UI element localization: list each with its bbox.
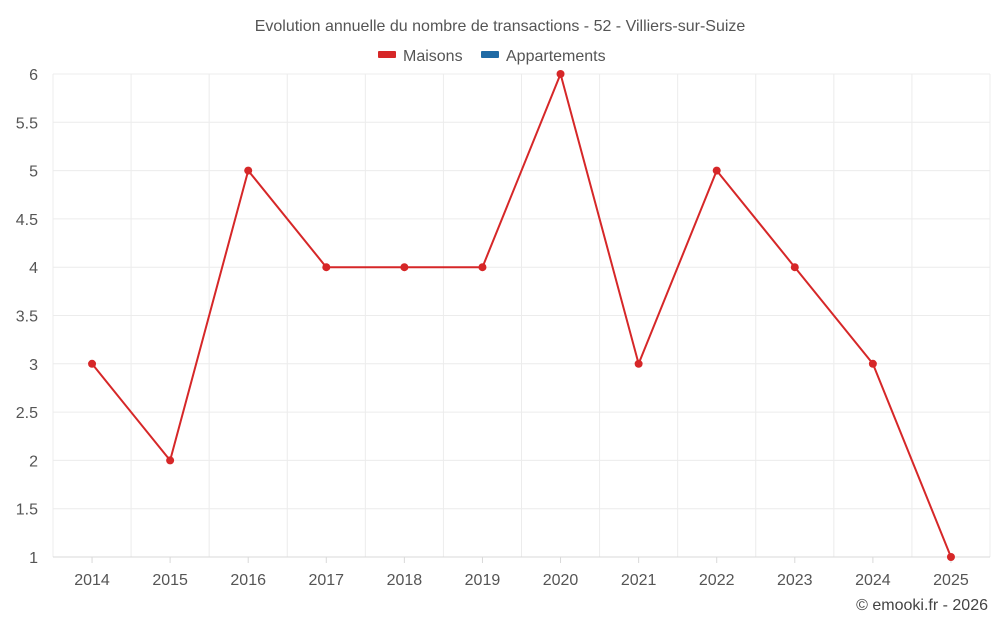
y-tick-label: 2	[29, 453, 38, 470]
y-tick-label: 1	[29, 550, 38, 567]
x-axis-tick-labels: 2014 2015 2016 2017 2018 2019 2020 2021 2022 2023…	[74, 557, 969, 589]
legend-label: Maisons	[403, 48, 463, 65]
data-point[interactable]	[790, 263, 799, 272]
x-tick-label: 2015	[152, 572, 188, 589]
series-line	[91, 73, 952, 558]
data-point[interactable]	[322, 263, 331, 272]
data-point[interactable]	[166, 456, 175, 465]
legend-swatch	[378, 51, 396, 58]
legend-swatch	[481, 51, 499, 58]
legend-label: Appartements	[506, 48, 606, 65]
y-tick-label: 4	[29, 260, 38, 277]
series-layer	[88, 70, 955, 561]
credit-text: © emooki.fr - 2026	[856, 597, 988, 614]
y-tick-label: 1.5	[16, 502, 38, 519]
x-tick-label: 2020	[543, 572, 579, 589]
x-tick-label: 2024	[855, 572, 891, 589]
data-point[interactable]	[634, 359, 643, 368]
data-point[interactable]	[946, 553, 955, 561]
data-point[interactable]	[244, 166, 253, 175]
y-tick-label: 3.5	[16, 309, 38, 326]
x-tick-label: 2023	[777, 572, 813, 589]
y-tick-label: 4.5	[16, 212, 38, 229]
data-point[interactable]	[712, 166, 721, 175]
legend-item-appartements[interactable]: Appartements	[481, 48, 606, 65]
data-point[interactable]	[88, 359, 97, 368]
y-tick-label: 6	[29, 67, 38, 84]
x-tick-label: 2019	[465, 572, 501, 589]
y-tick-label: 5.5	[16, 115, 38, 132]
x-tick-label: 2016	[230, 572, 266, 589]
data-point[interactable]	[868, 359, 877, 368]
x-tick-label: 2018	[387, 572, 423, 589]
y-tick-label: 2.5	[16, 405, 38, 422]
chart-title: Evolution annuelle du nombre de transact…	[255, 18, 746, 35]
data-point[interactable]	[400, 263, 409, 272]
x-tick-label: 2021	[621, 572, 657, 589]
legend-item-maisons[interactable]: Maisons	[378, 48, 463, 65]
x-tick-label: 2017	[308, 572, 344, 589]
legend: Maisons Appartements	[378, 48, 606, 65]
y-axis-tick-labels: 1 1.5 2 2.5 3 3.5 4 4.5 5 5.5 6	[16, 67, 38, 567]
data-point[interactable]	[478, 263, 487, 272]
series-maisons	[88, 70, 955, 561]
y-tick-label: 3	[29, 357, 38, 374]
x-tick-label: 2014	[74, 572, 110, 589]
x-tick-label: 2022	[699, 572, 735, 589]
x-tick-label: 2025	[933, 572, 969, 589]
data-point[interactable]	[556, 70, 565, 78]
y-tick-label: 5	[29, 164, 38, 181]
